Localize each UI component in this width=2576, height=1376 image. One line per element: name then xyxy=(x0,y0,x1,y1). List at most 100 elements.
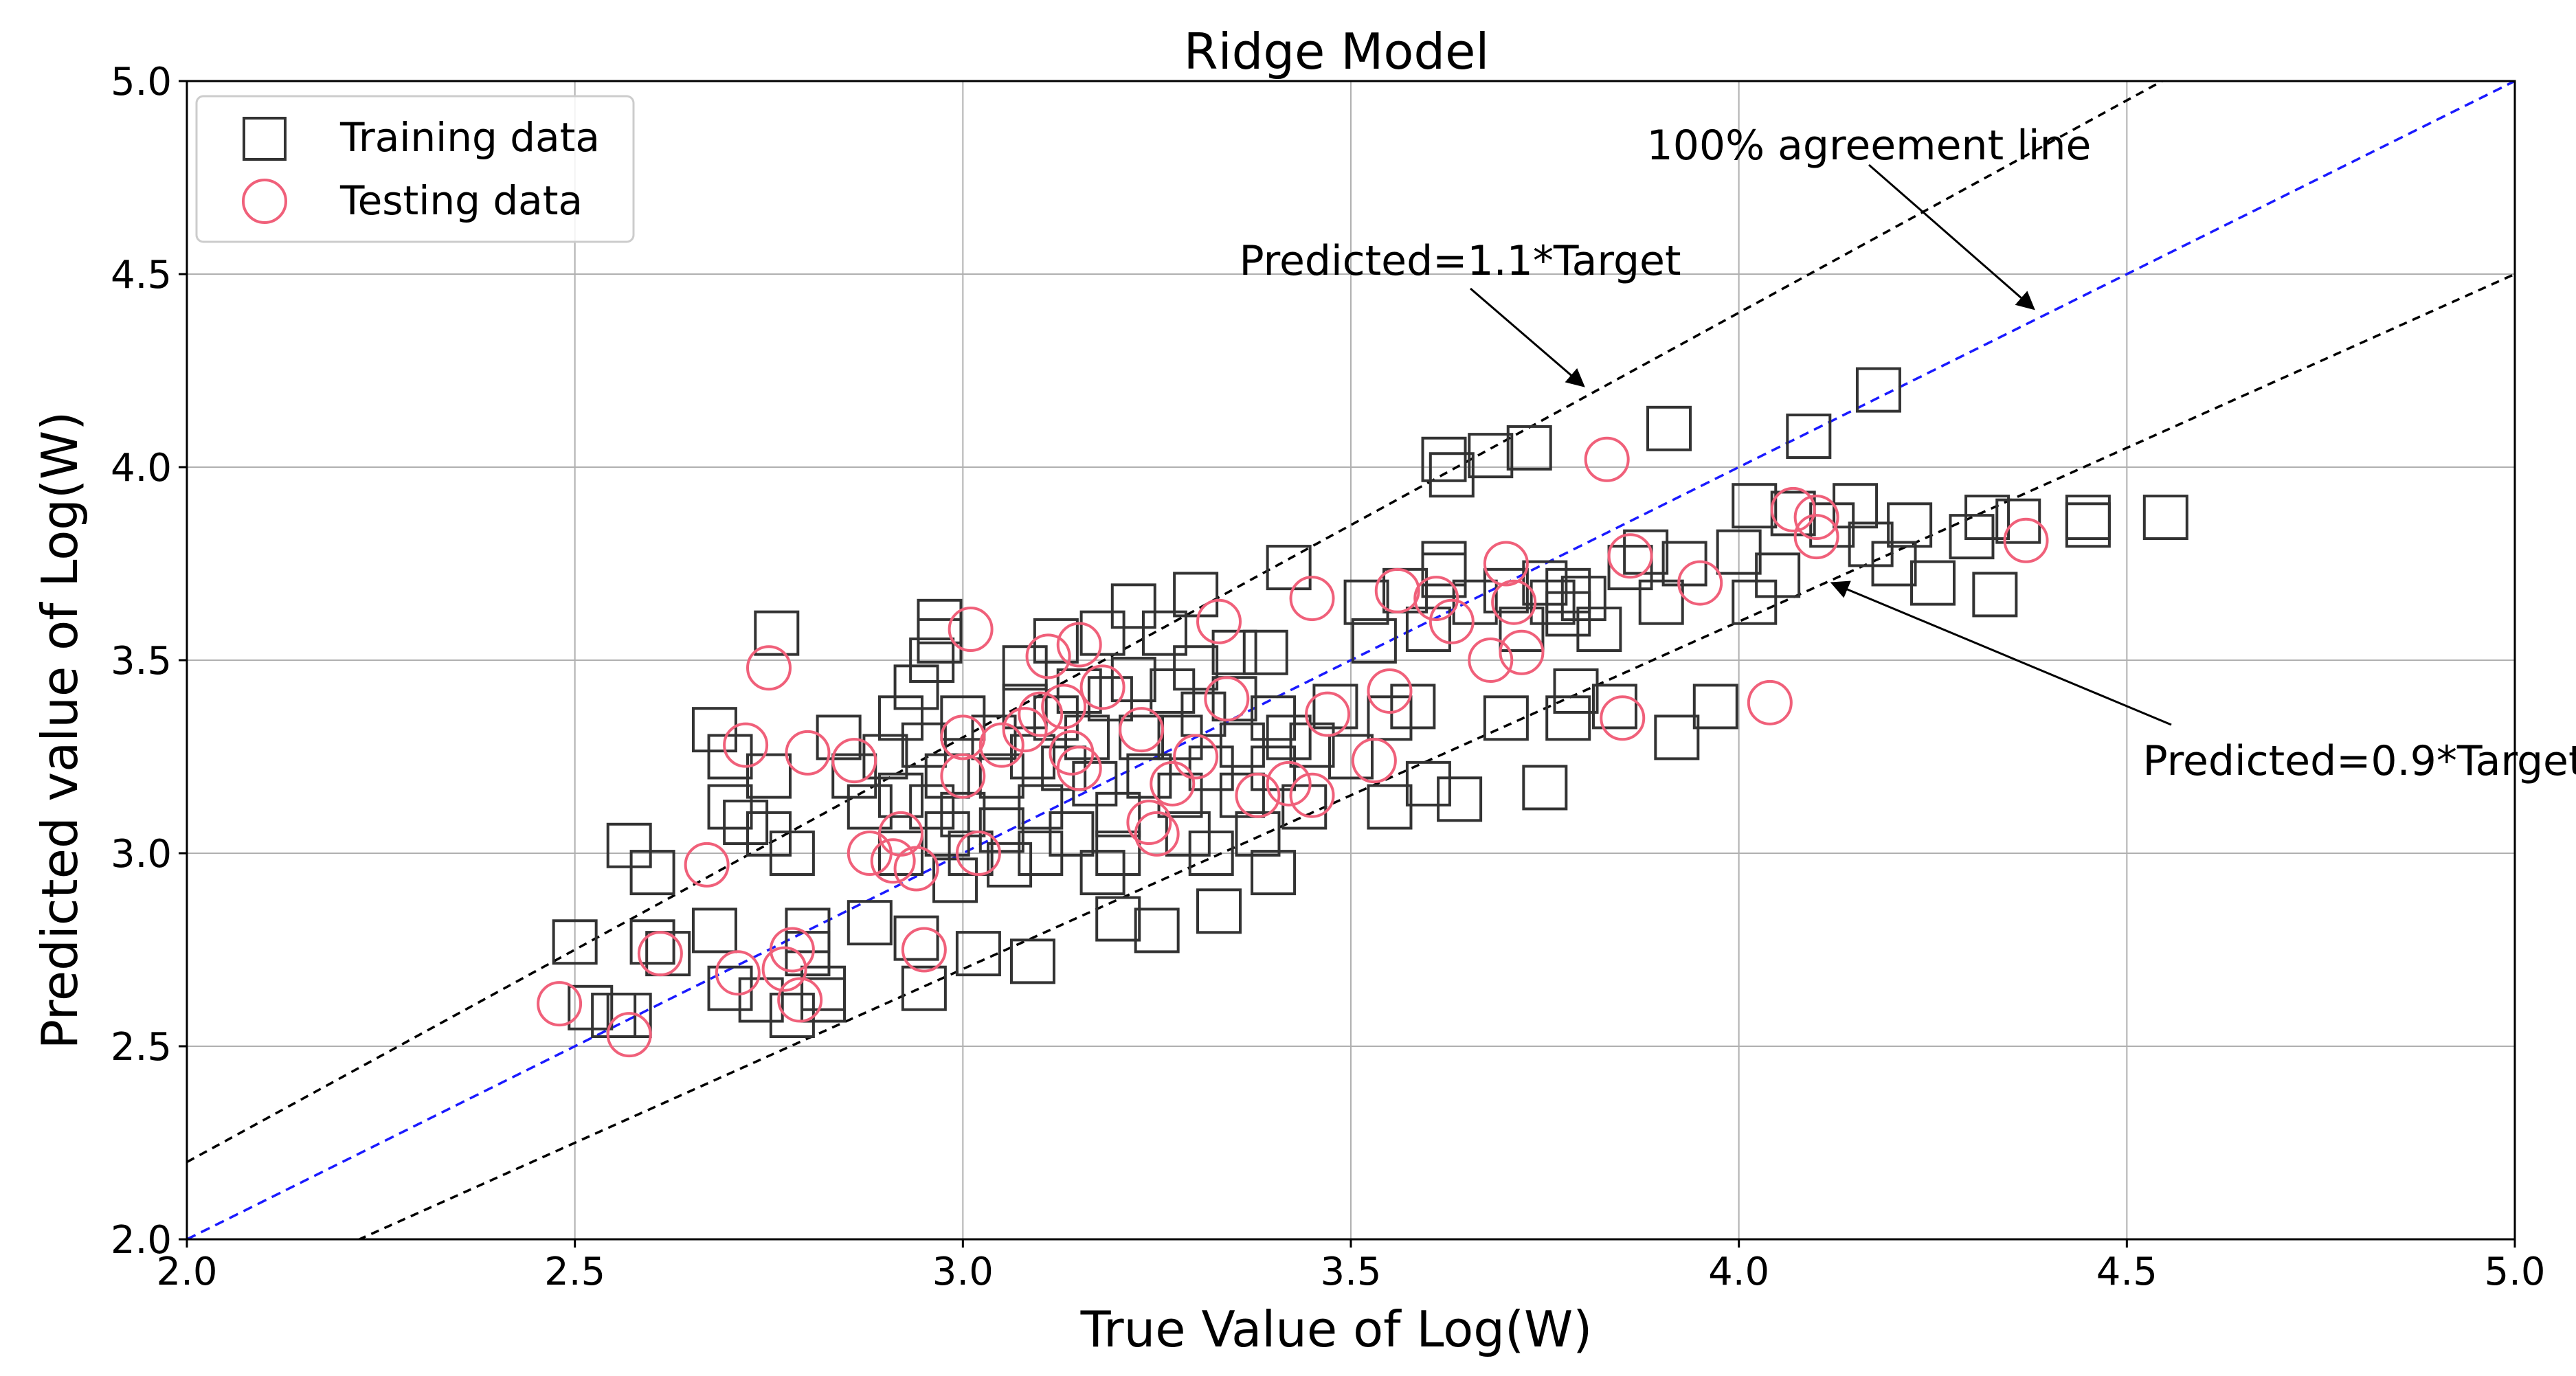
testing-point xyxy=(1041,684,1087,730)
training-point xyxy=(940,791,986,837)
training-point xyxy=(1607,545,1653,591)
testing-point xyxy=(1584,436,1630,482)
training-point xyxy=(1483,567,1529,613)
plot-frame xyxy=(186,80,2516,1241)
testing-point xyxy=(1600,695,1646,741)
annotation-label: Predicted=1.1*Target xyxy=(1240,237,1681,285)
training-point xyxy=(987,842,1033,888)
reference-line xyxy=(187,81,2165,1164)
training-point xyxy=(1110,657,1156,703)
training-point xyxy=(1064,714,1110,760)
testing-point xyxy=(1056,745,1102,791)
training-point xyxy=(1405,760,1451,807)
testing-point xyxy=(978,722,1024,768)
training-point xyxy=(1468,433,1514,479)
testing-point xyxy=(777,977,823,1023)
training-point xyxy=(1522,765,1568,811)
training-point xyxy=(877,695,923,741)
testing-point xyxy=(901,927,947,973)
testing-point xyxy=(1793,495,1839,541)
legend-label-testing: Testing data xyxy=(339,177,583,224)
testing-point xyxy=(1018,691,1064,737)
testing-point xyxy=(1173,734,1219,780)
training-point xyxy=(909,784,955,830)
training-point xyxy=(1437,776,1483,822)
reference-line xyxy=(356,273,2515,1239)
testing-point xyxy=(1196,598,1242,644)
training-point xyxy=(847,900,893,946)
testing-point xyxy=(1607,533,1653,579)
testing-point xyxy=(2003,517,2049,563)
training-point xyxy=(1871,541,1917,587)
y-axis-title: Predicted value of Log(W) xyxy=(31,411,89,1050)
training-point xyxy=(1591,684,1637,730)
training-point xyxy=(769,831,815,876)
training-point xyxy=(917,618,963,664)
y-tick-label: 3.0 xyxy=(111,832,172,877)
training-point xyxy=(1087,676,1133,722)
training-point xyxy=(707,965,753,1011)
training-point xyxy=(738,977,784,1023)
testing-point xyxy=(1374,567,1420,613)
training-point xyxy=(1553,668,1599,714)
testing-point xyxy=(1134,811,1180,857)
training-point xyxy=(1910,560,1956,606)
training-point xyxy=(917,598,963,644)
testing-point xyxy=(1677,560,1723,606)
reference-lines xyxy=(187,81,2515,1239)
training-point xyxy=(1049,811,1095,857)
testing-point xyxy=(1305,691,1351,737)
training-point xyxy=(629,850,675,896)
training-point xyxy=(1056,668,1102,714)
training-point xyxy=(629,919,675,965)
training-point xyxy=(1251,695,1297,741)
testing-point xyxy=(948,607,994,653)
training-point xyxy=(707,784,753,830)
testing-point xyxy=(769,927,815,973)
y-tick-label: 3.5 xyxy=(111,639,172,684)
training-point xyxy=(1995,498,2041,544)
annotation-label: Predicted=0.9*Target xyxy=(2143,737,2576,785)
testing-point xyxy=(1770,486,1816,532)
testing-point xyxy=(831,738,877,784)
training-point xyxy=(785,931,831,977)
training-point xyxy=(800,977,847,1023)
training-point xyxy=(2065,495,2111,541)
training-point xyxy=(1266,545,1312,591)
training-point xyxy=(1421,552,1467,598)
training-point xyxy=(746,811,792,857)
testing-point xyxy=(1499,629,1545,675)
training-point xyxy=(1009,938,1055,984)
training-point xyxy=(816,714,862,760)
training-point xyxy=(754,610,800,656)
testing-point xyxy=(1491,579,1537,625)
training-point xyxy=(955,931,1001,977)
training-point xyxy=(1150,668,1196,714)
testing-point xyxy=(537,981,583,1027)
testing-point xyxy=(1413,576,1459,622)
training-point xyxy=(746,753,792,799)
testing-point xyxy=(1289,576,1335,622)
training-point xyxy=(1188,831,1234,876)
training-point xyxy=(1405,607,1451,653)
training-point xyxy=(691,707,737,753)
training-point xyxy=(1180,691,1227,737)
training-point xyxy=(1351,618,1397,664)
axes xyxy=(179,80,2516,1248)
testing-point xyxy=(955,831,1001,876)
training-point xyxy=(1009,734,1055,780)
training-point xyxy=(1211,629,1257,675)
x-tick-label: 4.5 xyxy=(2096,1250,2158,1294)
testing-point xyxy=(1079,664,1125,710)
training-point xyxy=(1560,576,1606,622)
training-point xyxy=(1499,607,1545,653)
training-point xyxy=(1506,425,1552,471)
training-point xyxy=(1072,760,1118,807)
training-point xyxy=(785,907,831,954)
training-point xyxy=(1367,784,1413,830)
training-point xyxy=(893,915,939,961)
training-point xyxy=(1949,514,1995,560)
training-point xyxy=(1173,645,1219,691)
training-point xyxy=(1848,521,1894,567)
